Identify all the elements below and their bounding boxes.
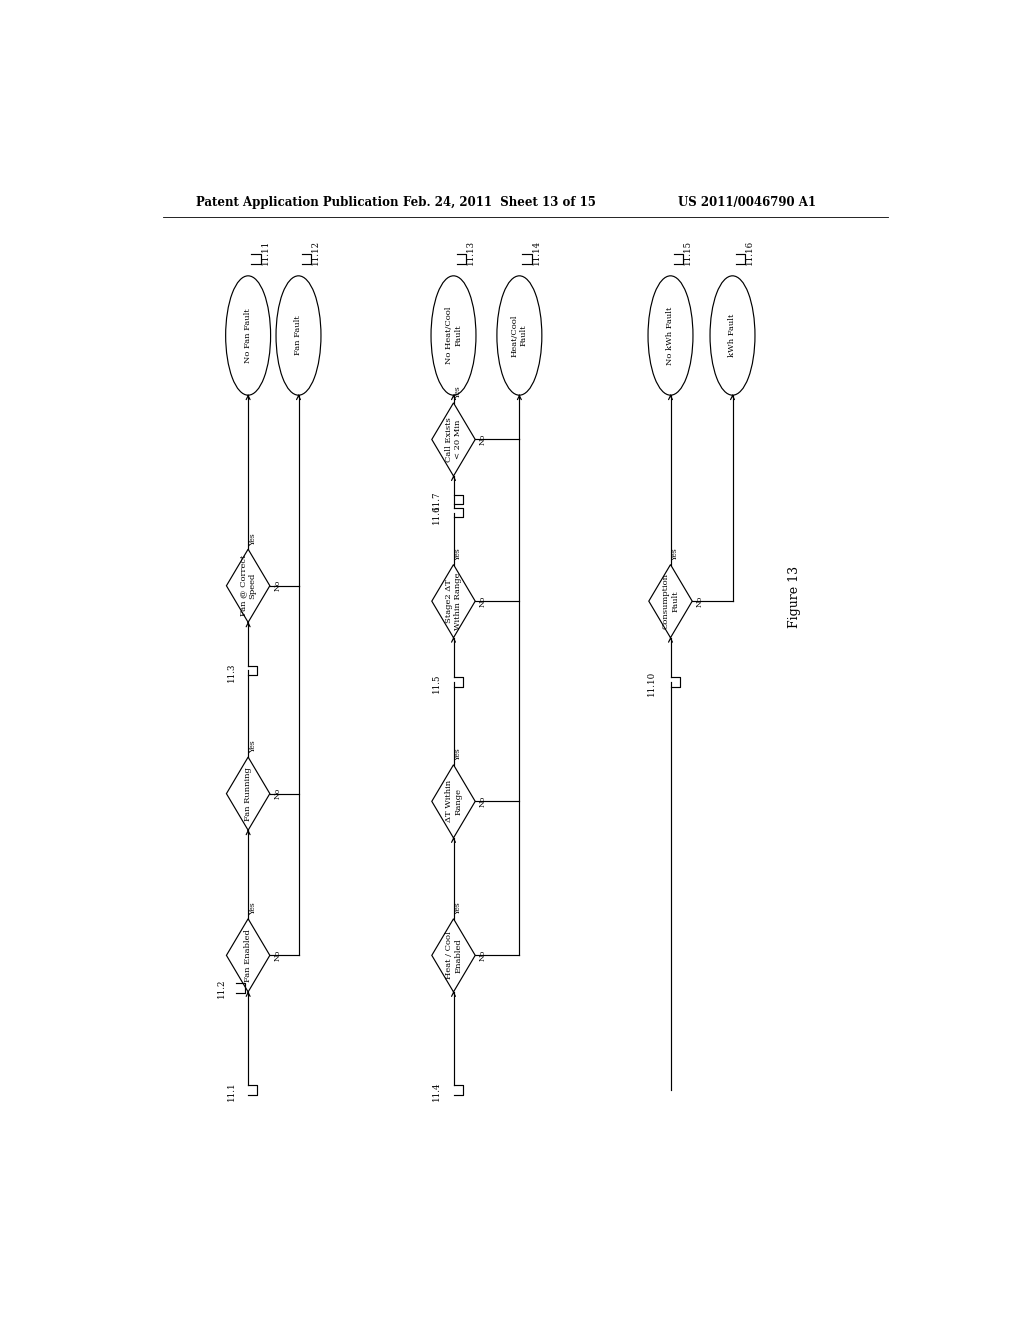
Text: Figure 13: Figure 13: [788, 566, 801, 628]
Text: No: No: [479, 796, 487, 807]
Text: 11.16: 11.16: [745, 240, 754, 265]
Text: 11.2: 11.2: [217, 978, 226, 998]
Text: Heat / Cool
Enabled: Heat / Cool Enabled: [444, 932, 462, 979]
Text: No: No: [479, 949, 487, 961]
Text: No: No: [273, 788, 282, 800]
Text: Yes: Yes: [455, 903, 462, 915]
Text: Stage2 ΔT
Within Range: Stage2 ΔT Within Range: [444, 573, 462, 630]
Text: Consumption
Fault: Consumption Fault: [662, 573, 679, 630]
Text: Fan Enabled: Fan Enabled: [244, 929, 252, 982]
Text: ΔT Within
Range: ΔT Within Range: [444, 780, 462, 822]
Text: Fan @ Correct
Speed: Fan @ Correct Speed: [240, 556, 257, 616]
Text: No Fan Fault: No Fan Fault: [244, 308, 252, 363]
Text: 11.13: 11.13: [466, 240, 475, 265]
Text: Fan Running: Fan Running: [244, 767, 252, 821]
Text: 11.11: 11.11: [261, 240, 269, 265]
Text: No: No: [696, 595, 703, 607]
Text: 11.10: 11.10: [646, 671, 655, 696]
Text: 11.6: 11.6: [432, 504, 441, 524]
Text: US 2011/0046790 A1: US 2011/0046790 A1: [678, 195, 816, 209]
Text: No: No: [479, 595, 487, 607]
Text: Yes: Yes: [249, 903, 257, 915]
Text: Yes: Yes: [671, 548, 679, 561]
Text: 11.14: 11.14: [531, 240, 541, 265]
Text: No: No: [479, 434, 487, 445]
Text: 11.12: 11.12: [311, 240, 321, 265]
Text: Yes: Yes: [455, 748, 462, 762]
Text: Fan Fault: Fan Fault: [295, 315, 302, 355]
Text: No kWh Fault: No kWh Fault: [667, 306, 675, 364]
Text: Heat/Cool
Fault: Heat/Cool Fault: [511, 314, 528, 356]
Text: Yes: Yes: [249, 741, 257, 754]
Text: Yes: Yes: [455, 387, 462, 399]
Text: Patent Application Publication: Patent Application Publication: [197, 195, 398, 209]
Text: kWh Fault: kWh Fault: [728, 314, 736, 358]
Text: Call Exists
< 20 Min: Call Exists < 20 Min: [444, 417, 462, 462]
Text: 11.15: 11.15: [683, 240, 692, 265]
Text: 11.4: 11.4: [432, 1082, 441, 1101]
Text: No: No: [273, 579, 282, 591]
Text: 11.7: 11.7: [432, 491, 441, 511]
Text: 11.1: 11.1: [226, 1082, 236, 1101]
Text: No Heat/Cool
Fault: No Heat/Cool Fault: [444, 306, 462, 364]
Text: Feb. 24, 2011  Sheet 13 of 15: Feb. 24, 2011 Sheet 13 of 15: [403, 195, 596, 209]
Text: 11.5: 11.5: [432, 673, 441, 693]
Text: Yes: Yes: [455, 548, 462, 561]
Text: Yes: Yes: [249, 533, 257, 545]
Text: 11.3: 11.3: [226, 663, 236, 681]
Text: No: No: [273, 949, 282, 961]
